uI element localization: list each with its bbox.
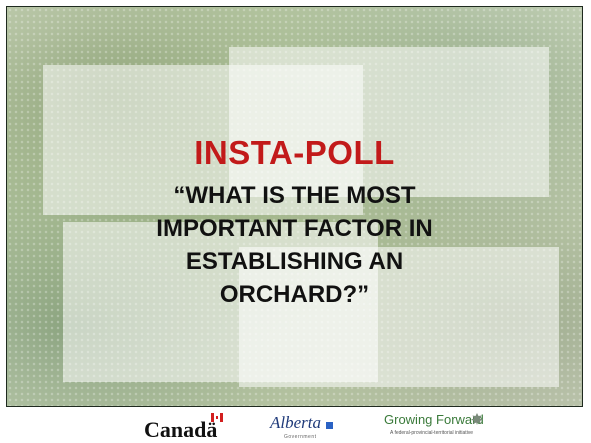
leaf-icon: [471, 413, 483, 425]
growing-forward-subtitle: A federal-provincial-territorial initiat…: [390, 430, 474, 436]
slide-content: INSTA-POLL “WHAT IS THE MOST IMPORTANT F…: [7, 133, 582, 311]
poll-question-line: IMPORTANT FACTOR IN: [156, 215, 433, 242]
growing-forward-logo: Growing Forward A federal-provincial-ter…: [384, 411, 494, 441]
poll-question-line: ESTABLISHING AN: [185, 248, 404, 275]
poll-question: “WHAT IS THE MOST IMPORTANT FACTOR IN ES…: [7, 179, 582, 311]
poll-question-line: “WHAT IS THE MOST: [173, 182, 416, 209]
alberta-logo: Alberta Government: [270, 411, 360, 441]
alberta-square-icon: [326, 422, 333, 429]
canada-wordmark: Canadä: [144, 417, 218, 442]
canada-logo: Canadä: [144, 411, 244, 442]
alberta-subtitle: Government: [284, 434, 317, 440]
canada-flag-icon: [211, 413, 223, 422]
slide-frame: INSTA-POLL “WHAT IS THE MOST IMPORTANT F…: [6, 6, 583, 407]
slide-title: INSTA-POLL: [194, 134, 395, 171]
background-panel: [229, 47, 549, 197]
growing-forward-wordmark: Growing Forward: [384, 412, 484, 427]
background-panel: [239, 247, 559, 387]
logo-footer: Canadä Alberta Government Growing Forwar…: [0, 407, 591, 443]
alberta-wordmark: Alberta: [270, 413, 321, 432]
poll-question-line: ORCHARD?”: [219, 281, 370, 308]
